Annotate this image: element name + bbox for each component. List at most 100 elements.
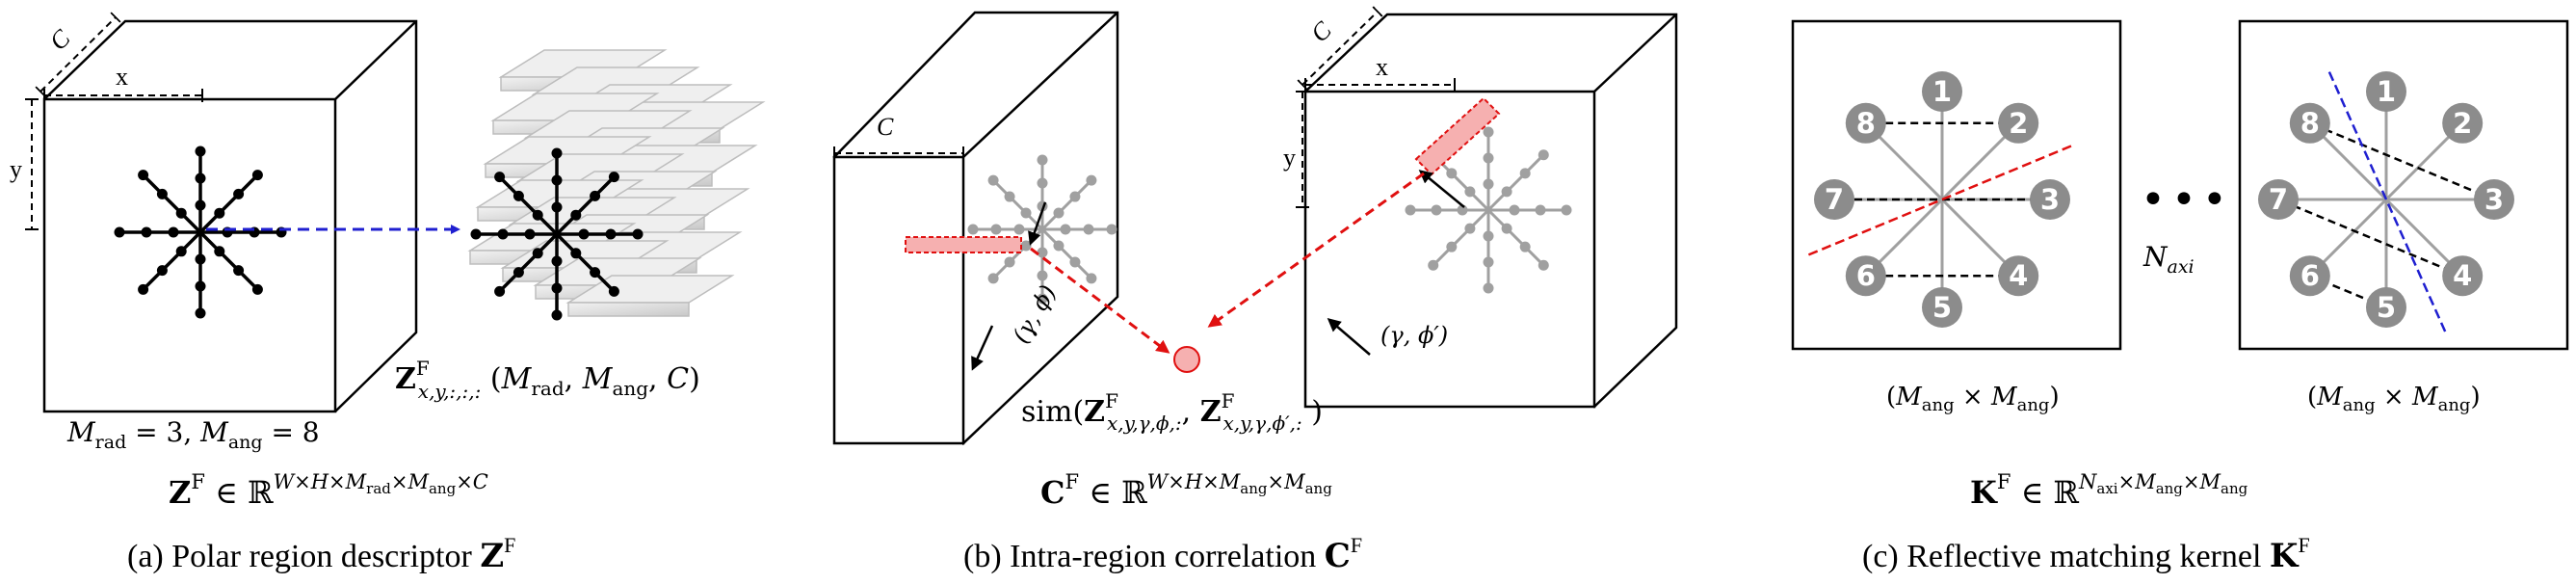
polar-sampling-star-a [114, 146, 287, 319]
polar-sample-point [175, 246, 187, 257]
polar-stacked-sample-point [513, 267, 524, 279]
polar-right-sample-point [1561, 204, 1572, 216]
polar-right-sample-point [1509, 204, 1520, 216]
box-label-right: (Mang × Mang) [2307, 383, 2481, 415]
polar-ray [142, 230, 202, 291]
kernel-node-label: 4 [2453, 259, 2472, 292]
polar-sample-point [141, 226, 152, 238]
polar-right-sample-point [1405, 204, 1416, 216]
polar-right-sample-point [1519, 168, 1531, 179]
polar-stacked-sample-point [524, 228, 536, 240]
kernel-node [2366, 71, 2406, 112]
caption-a: (a) Polar region descriptor ZF [127, 533, 515, 575]
polar-right-sample-point [1483, 256, 1494, 268]
polar-left-sample-point [1060, 224, 1071, 235]
polar-left-sample-point [1004, 191, 1015, 202]
polar-left-sample-point [1037, 247, 1048, 258]
polar-left-sample-point [1053, 240, 1065, 252]
kernel-node [2289, 102, 2330, 144]
kernel-node [1845, 102, 1886, 144]
polar-sample-point [233, 188, 245, 199]
polar-left-sample-point [1086, 174, 1097, 186]
caption-c: (c) Reflective matching kernel KF [1862, 533, 2310, 575]
polar-left-sample-point [1106, 224, 1117, 235]
kernel-node [1998, 102, 2039, 144]
polar-stacked-sample-point [551, 282, 563, 294]
polar-right-ray [1432, 208, 1490, 267]
polar-stacked-sample-point [513, 190, 524, 201]
polar-left-sample-point [967, 224, 979, 235]
polar-ray [142, 173, 202, 234]
polar-stacked-sample-point [532, 209, 543, 221]
panel-a: C x y ZF x,y,:,:,: (Mrad, Mang, C) Mrad =… [10, 12, 766, 575]
polar-left-sample-point [1083, 224, 1094, 235]
red-arrow-right [1207, 172, 1425, 328]
n-axi-label: Naxi [2142, 241, 2195, 278]
kernel-node-label: 4 [2009, 259, 2028, 292]
polar-stacked-sample-point [590, 190, 601, 201]
polar-stacked-ray [498, 175, 559, 236]
descriptor-slabs [467, 49, 766, 317]
polar-left-ray [1040, 227, 1092, 279]
polar-left-sample-point [1037, 177, 1048, 189]
polar-sample-point [251, 283, 263, 295]
polar-stacked-sample-point [551, 201, 563, 213]
polar-sample-point [138, 170, 149, 181]
polar-stacked-sample-point [551, 147, 563, 159]
polar-left-sample-point [987, 174, 999, 186]
polar-sample-point [251, 170, 263, 181]
polar-sample-point [195, 173, 206, 184]
polar-right-sample-point [1538, 149, 1549, 161]
polar-stacked-ray [555, 232, 616, 293]
kernel-box-left [1791, 19, 2122, 351]
kernel-node-label: 7 [2269, 183, 2288, 216]
polar-right-sample-point [1446, 241, 1458, 252]
polar-right-sample-point [1431, 204, 1442, 216]
polar-left-ray [992, 179, 1044, 231]
polar-left-sample-point [1053, 207, 1065, 219]
match-pair-line [2309, 121, 2495, 201]
label-c-b-right: C [1305, 15, 1337, 47]
polar-left-sample-point [1037, 154, 1048, 166]
caption-b: (b) Intra-region correlation CF [963, 533, 1362, 575]
label-y-b: y [1283, 144, 1296, 172]
kernel-node [2474, 179, 2514, 220]
kernel-box-right [2238, 19, 2569, 351]
formula-c: KF ∈ ℝNaxi×Mang×Mang [1970, 470, 2248, 511]
black-arrow-left [1028, 201, 1047, 246]
polar-stacked-sample-point [570, 248, 582, 259]
panel-b: C C x y (γ, ϕ) (γ, ϕ′) [832, 6, 1678, 575]
polar-right-sample-point [1428, 259, 1439, 271]
ellipsis-dots: ••• [2141, 175, 2233, 225]
kernel-node [1814, 179, 1854, 220]
polar-sample-point [138, 283, 149, 295]
reflection-axis [2326, 66, 2447, 332]
kernel-node-label: 6 [2300, 259, 2320, 292]
polar-left-sample-point [990, 224, 1002, 235]
polar-left-sample-point [1020, 207, 1032, 219]
polar-sample-point [156, 265, 168, 277]
kernel-spoke [2384, 198, 2458, 271]
polar-stacked-sample-point [497, 228, 509, 240]
box-label-left: (Mang × Mang) [1886, 383, 2060, 415]
slab-front [567, 302, 690, 317]
polar-sample-point [168, 226, 179, 238]
polar-right-sample-point [1483, 178, 1494, 190]
polar-right-sample-point [1501, 186, 1512, 198]
kernel-node-label: 7 [1825, 183, 1844, 216]
kernel-node-label: 2 [2453, 107, 2472, 140]
kernel-node-label: 8 [2300, 107, 2320, 140]
kernel-node [1922, 71, 1962, 112]
kernel-spoke [1871, 128, 1944, 201]
label-y-a: y [10, 155, 22, 183]
polar-sample-point [195, 253, 206, 265]
kernel-node-label: 1 [2377, 75, 2396, 108]
polar-sample-point [195, 199, 206, 211]
polar-right-sample-point [1538, 259, 1549, 271]
polar-sample-point [195, 280, 206, 292]
polar-left-sample-point [1013, 224, 1025, 235]
polar-star-b-right [1405, 126, 1572, 294]
kernel-node-label: 3 [2040, 183, 2060, 216]
polar-left-sample-point [1004, 256, 1015, 268]
polar-right-sample-point [1483, 230, 1494, 242]
